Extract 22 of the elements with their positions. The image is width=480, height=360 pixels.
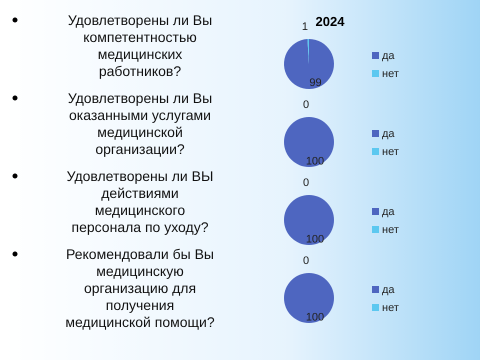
legend-label: нет	[382, 224, 399, 236]
legend-label: да	[382, 50, 396, 62]
text: Удовлетворены ли ВЫ действиями медицинского персонала по уходу?	[66, 168, 214, 235]
text: Удовлетворены ли Вы оказанными услугами медицинской организации?	[68, 90, 212, 157]
pie-slice	[284, 39, 334, 89]
legend-label: нет	[382, 68, 399, 80]
text: Рекомендовали бы Вы медицинскую организацию для получения медицинской помощи?	[65, 246, 215, 330]
legend-label: да	[382, 128, 396, 140]
text: 0	[302, 177, 310, 189]
legend-label: нет	[382, 302, 399, 314]
data-label: 100	[306, 233, 324, 246]
chart-title: 2024	[316, 14, 346, 29]
text: 0	[302, 255, 310, 267]
data-label: 99	[309, 77, 322, 90]
legend-label: нет	[382, 146, 399, 158]
text: 0	[302, 99, 310, 111]
data-label: 100	[306, 311, 324, 324]
text: Удовлетворены ли Вы компетентностью медицинских работников?	[68, 12, 212, 79]
data-label: 100	[306, 155, 324, 168]
legend-label: да	[382, 206, 396, 218]
data-label: 1	[302, 21, 308, 34]
legend-label: да	[382, 284, 396, 296]
